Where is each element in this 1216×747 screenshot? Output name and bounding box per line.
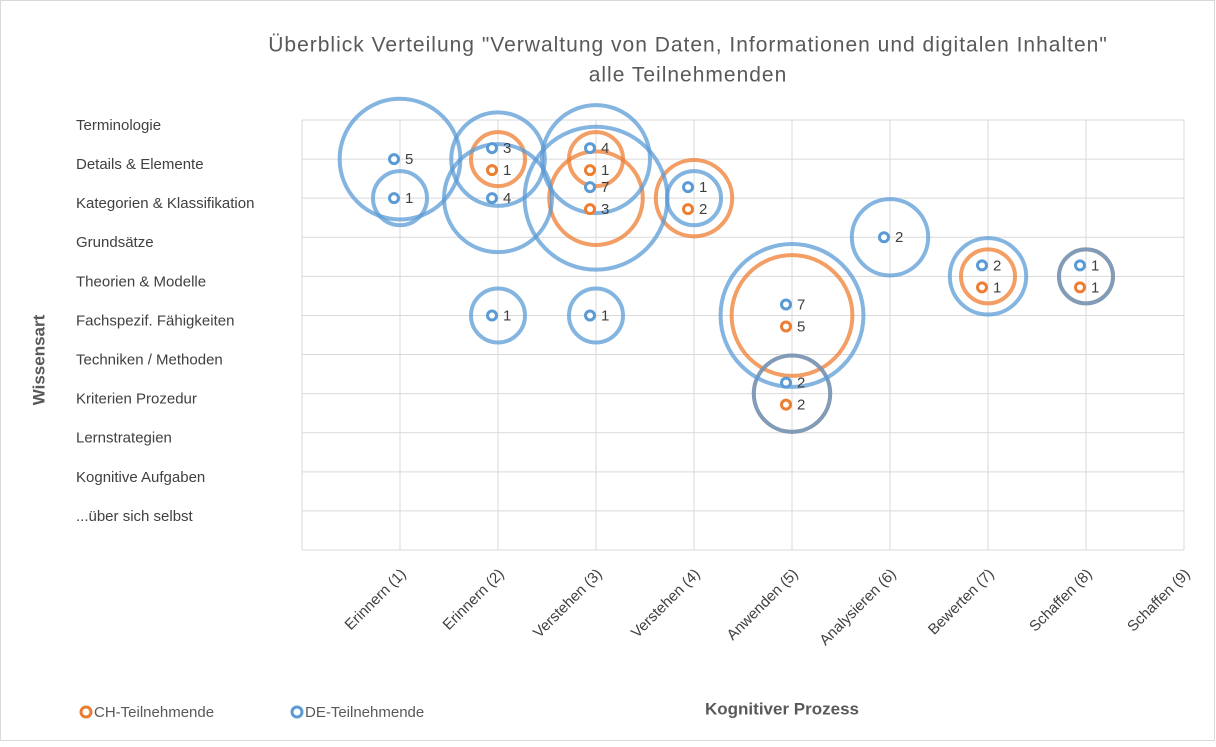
y-tick-label: Kognitive Aufgaben (76, 469, 205, 486)
chart-subtitle: alle Teilnehmenden (589, 64, 788, 87)
data-label: 2 (797, 397, 805, 414)
bubble (959, 247, 1017, 306)
label-marker (388, 192, 400, 205)
data-label: 4 (503, 190, 511, 207)
data-label: 2 (797, 375, 805, 392)
label-marker (976, 281, 988, 294)
data-label: 1 (1091, 257, 1099, 274)
bubble (449, 110, 547, 208)
label-marker (486, 192, 498, 205)
chart-title: Überblick Verteilung "Verwaltung von Dat… (268, 34, 1108, 57)
data-label: 1 (503, 307, 511, 324)
bubble (653, 157, 735, 239)
bubble (547, 149, 645, 247)
x-axis-label: Kognitiver Prozess (705, 699, 859, 718)
y-tick-label: Lernstrategien (76, 430, 172, 447)
y-tick-label: Techniken / Methoden (76, 352, 223, 369)
label-marker (486, 142, 498, 155)
data-label: 7 (601, 179, 609, 196)
bubble (849, 197, 931, 278)
data-label: 7 (797, 296, 805, 313)
data-label: 3 (601, 201, 609, 218)
data-label: 2 (993, 257, 1001, 274)
data-label: 2 (699, 201, 707, 218)
label-marker (486, 309, 498, 322)
bubble (751, 353, 833, 434)
data-label: 1 (993, 279, 1001, 296)
label-marker (878, 231, 890, 244)
label-marker (780, 376, 792, 389)
bubble (469, 130, 527, 189)
data-label: 1 (601, 307, 609, 324)
label-marker (584, 142, 596, 155)
label-marker (976, 259, 988, 272)
legend-label: CH-Teilnehmende (94, 704, 214, 721)
data-label: 1 (405, 190, 413, 207)
label-marker (584, 309, 596, 322)
bubble (1057, 247, 1115, 306)
bubble (371, 169, 429, 228)
label-marker (584, 164, 596, 177)
legend-marker (290, 705, 304, 719)
data-label: 5 (797, 318, 805, 335)
y-tick-label: Kategorien & Klassifikation (76, 195, 254, 212)
data-label: 1 (601, 162, 609, 179)
bubble (729, 253, 855, 378)
data-label: 3 (503, 140, 511, 157)
label-marker (584, 203, 596, 216)
data-label: 4 (601, 140, 609, 157)
label-marker (486, 164, 498, 177)
y-tick-label: Details & Elemente (76, 156, 204, 173)
data-label: 1 (699, 179, 707, 196)
y-tick-label: ...über sich selbst (76, 508, 194, 525)
bubble (567, 286, 625, 345)
label-marker (1074, 259, 1086, 272)
bubble (665, 169, 723, 228)
bubble (540, 103, 652, 216)
label-marker (682, 181, 694, 194)
legend-label: DE-Teilnehmende (305, 704, 424, 721)
label-marker (1074, 281, 1086, 294)
label-marker (780, 398, 792, 411)
y-tick-label: Terminologie (76, 117, 161, 134)
bubble (947, 236, 1029, 317)
bubble (442, 142, 554, 255)
label-marker (682, 203, 694, 216)
y-tick-label: Theorien & Modelle (76, 273, 206, 290)
data-label: 1 (503, 162, 511, 179)
data-label: 5 (405, 151, 413, 168)
y-tick-label: Grundsätze (76, 234, 154, 251)
bubble (718, 242, 866, 389)
label-marker (388, 153, 400, 166)
label-marker (584, 181, 596, 194)
bubble (469, 286, 527, 345)
y-axis-label: Wissensart (29, 314, 48, 405)
label-marker (780, 298, 792, 311)
data-label: 1 (1091, 279, 1099, 296)
label-marker (780, 320, 792, 333)
data-label: 2 (895, 229, 903, 246)
y-tick-label: Fachspezif. Fähigkeiten (76, 312, 234, 329)
y-tick-label: Kriterien Prozedur (76, 391, 197, 408)
legend-marker (79, 705, 93, 719)
